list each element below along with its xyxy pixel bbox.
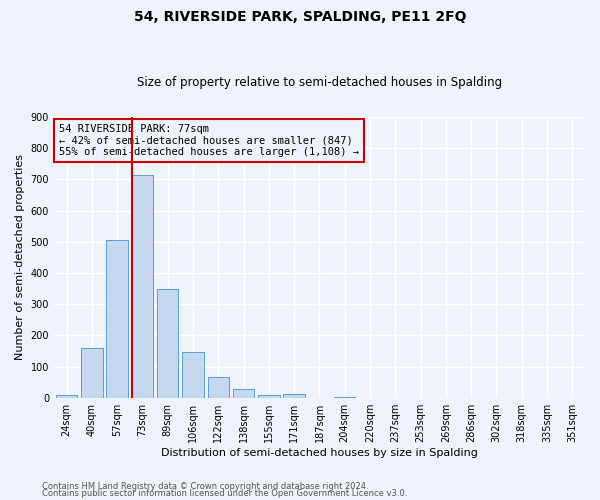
Title: Size of property relative to semi-detached houses in Spalding: Size of property relative to semi-detach…	[137, 76, 502, 90]
Bar	[233, 389, 254, 398]
Bar	[106, 240, 128, 398]
Bar	[334, 397, 355, 398]
Text: Contains HM Land Registry data © Crown copyright and database right 2024.: Contains HM Land Registry data © Crown c…	[42, 482, 368, 491]
Text: 54 RIVERSIDE PARK: 77sqm
← 42% of semi-detached houses are smaller (847)
55% of : 54 RIVERSIDE PARK: 77sqm ← 42% of semi-d…	[59, 124, 359, 158]
Bar	[131, 174, 153, 398]
Bar	[208, 378, 229, 398]
Text: 54, RIVERSIDE PARK, SPALDING, PE11 2FQ: 54, RIVERSIDE PARK, SPALDING, PE11 2FQ	[134, 10, 466, 24]
Bar	[157, 288, 178, 398]
Bar	[56, 395, 77, 398]
Bar	[81, 348, 103, 398]
Y-axis label: Number of semi-detached properties: Number of semi-detached properties	[15, 154, 25, 360]
Bar	[283, 394, 305, 398]
Text: Contains public sector information licensed under the Open Government Licence v3: Contains public sector information licen…	[42, 490, 407, 498]
Bar	[258, 394, 280, 398]
Bar	[182, 352, 204, 398]
X-axis label: Distribution of semi-detached houses by size in Spalding: Distribution of semi-detached houses by …	[161, 448, 478, 458]
